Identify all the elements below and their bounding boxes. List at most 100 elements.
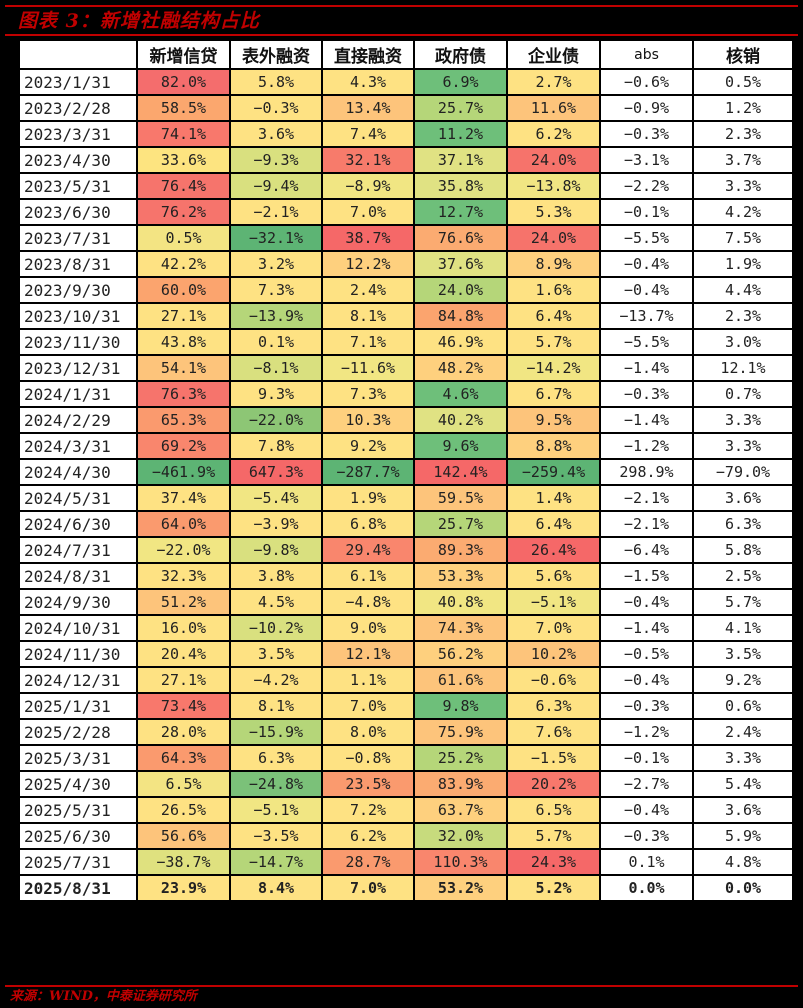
value-cell: 25.2% bbox=[413, 744, 508, 772]
row-date: 2024/7/31 bbox=[18, 536, 138, 564]
table-row: 2024/7/31 −22.0% −9.8% 29.4% 89.3% 26.4% −6.4%… bbox=[18, 536, 794, 564]
value-cell: −0.3% bbox=[599, 120, 694, 148]
value-cell: 6.9% bbox=[413, 68, 508, 96]
value-cell: −0.3% bbox=[599, 692, 694, 720]
value-cell: 56.2% bbox=[413, 640, 508, 668]
value-cell: 9.3% bbox=[229, 380, 323, 408]
value-cell: −8.1% bbox=[229, 354, 323, 382]
value-cell: 4.8% bbox=[692, 848, 794, 876]
value-cell: 0.5% bbox=[692, 68, 794, 96]
figure-title: 图表 3：新增社融结构占比 bbox=[18, 10, 260, 32]
value-cell: 26.4% bbox=[506, 536, 601, 564]
value-cell: −0.1% bbox=[599, 198, 694, 226]
column-header: 核销 bbox=[692, 39, 794, 70]
value-cell: 3.6% bbox=[692, 484, 794, 512]
value-cell: 7.2% bbox=[321, 796, 415, 824]
value-cell: 4.6% bbox=[413, 380, 508, 408]
table-row: 2023/5/31 76.4% −9.4% −8.9% 35.8% −13.8% −2.2%… bbox=[18, 172, 794, 200]
row-date: 2023/9/30 bbox=[18, 276, 138, 304]
value-cell: 7.6% bbox=[506, 718, 601, 746]
value-cell: 142.4% bbox=[413, 458, 508, 486]
value-cell: 9.2% bbox=[321, 432, 415, 460]
value-cell: 6.1% bbox=[321, 562, 415, 590]
value-cell: −1.2% bbox=[599, 718, 694, 746]
value-cell: 5.7% bbox=[692, 588, 794, 616]
value-cell: 110.3% bbox=[413, 848, 508, 876]
row-date: 2023/8/31 bbox=[18, 250, 138, 278]
row-date: 2025/3/31 bbox=[18, 744, 138, 772]
value-cell: −79.0% bbox=[692, 458, 794, 486]
value-cell: 37.6% bbox=[413, 250, 508, 278]
value-cell: −2.1% bbox=[599, 484, 694, 512]
value-cell: 29.4% bbox=[321, 536, 415, 564]
value-cell: 48.2% bbox=[413, 354, 508, 382]
value-cell: 5.8% bbox=[229, 68, 323, 96]
value-cell: 16.0% bbox=[136, 614, 231, 642]
value-cell: 28.0% bbox=[136, 718, 231, 746]
value-cell: 32.1% bbox=[321, 146, 415, 174]
value-cell: 5.3% bbox=[506, 198, 601, 226]
value-cell: 76.3% bbox=[136, 380, 231, 408]
value-cell: 24.0% bbox=[506, 224, 601, 252]
value-cell: 5.2% bbox=[506, 874, 601, 902]
value-cell: 0.0% bbox=[692, 874, 794, 902]
value-cell: 3.3% bbox=[692, 406, 794, 434]
value-cell: 74.1% bbox=[136, 120, 231, 148]
value-cell: −0.6% bbox=[506, 666, 601, 694]
value-cell: −11.6% bbox=[321, 354, 415, 382]
value-cell: 6.4% bbox=[506, 510, 601, 538]
table-row: 2024/11/30 20.4% 3.5% 12.1% 56.2% 10.2% −0.5% 3… bbox=[18, 640, 794, 668]
value-cell: 3.6% bbox=[229, 120, 323, 148]
value-cell: 8.9% bbox=[506, 250, 601, 278]
value-cell: 9.5% bbox=[506, 406, 601, 434]
value-cell: 5.8% bbox=[692, 536, 794, 564]
value-cell: 76.6% bbox=[413, 224, 508, 252]
column-header: 表外融资 bbox=[229, 39, 323, 70]
value-cell: 32.3% bbox=[136, 562, 231, 590]
value-cell: 9.2% bbox=[692, 666, 794, 694]
value-cell: −13.8% bbox=[506, 172, 601, 200]
row-date: 2025/4/30 bbox=[18, 770, 138, 798]
value-cell: 7.0% bbox=[321, 874, 415, 902]
row-date: 2024/9/30 bbox=[18, 588, 138, 616]
value-cell: 76.4% bbox=[136, 172, 231, 200]
value-cell: −5.1% bbox=[506, 588, 601, 616]
top-rule bbox=[5, 5, 798, 7]
value-cell: 60.0% bbox=[136, 276, 231, 304]
value-cell: 0.5% bbox=[136, 224, 231, 252]
column-header: 新增信贷 bbox=[136, 39, 231, 70]
value-cell: 75.9% bbox=[413, 718, 508, 746]
value-cell: −13.7% bbox=[599, 302, 694, 330]
table-row: 2024/6/30 64.0% −3.9% 6.8% 25.7% 6.4% −2.1% 6.3… bbox=[18, 510, 794, 538]
table-row: 2023/9/30 60.0% 7.3% 2.4% 24.0% 1.6% −0.4% 4.4% bbox=[18, 276, 794, 304]
value-cell: −1.4% bbox=[599, 354, 694, 382]
value-cell: −0.4% bbox=[599, 276, 694, 304]
bottom-rule bbox=[5, 985, 798, 987]
value-cell: −2.1% bbox=[599, 510, 694, 538]
value-cell: 10.2% bbox=[506, 640, 601, 668]
column-header: 直接融资 bbox=[321, 39, 415, 70]
value-cell: −1.5% bbox=[506, 744, 601, 772]
value-cell: −14.7% bbox=[229, 848, 323, 876]
row-date: 2025/7/31 bbox=[18, 848, 138, 876]
table-row: 2024/4/30 −461.9% 647.3% −287.7% 142.4% −259.… bbox=[18, 458, 794, 486]
value-cell: −4.2% bbox=[229, 666, 323, 694]
value-cell: −0.4% bbox=[599, 796, 694, 824]
header-date bbox=[18, 39, 138, 70]
row-date: 2024/12/31 bbox=[18, 666, 138, 694]
column-header: abs bbox=[599, 39, 694, 70]
value-cell: −0.4% bbox=[599, 666, 694, 694]
value-cell: 1.9% bbox=[321, 484, 415, 512]
value-cell: 54.1% bbox=[136, 354, 231, 382]
value-cell: 69.2% bbox=[136, 432, 231, 460]
value-cell: 10.3% bbox=[321, 406, 415, 434]
value-cell: 2.3% bbox=[692, 302, 794, 330]
value-cell: 6.7% bbox=[506, 380, 601, 408]
table-row: 2024/8/31 32.3% 3.8% 6.1% 53.3% 5.6% −1.5% 2.5% bbox=[18, 562, 794, 590]
value-cell: −0.3% bbox=[599, 380, 694, 408]
source-note: 来源：WIND，中泰证券研究所 bbox=[10, 989, 197, 1004]
value-cell: 12.7% bbox=[413, 198, 508, 226]
value-cell: 12.1% bbox=[321, 640, 415, 668]
value-cell: 40.2% bbox=[413, 406, 508, 434]
row-date: 2024/8/31 bbox=[18, 562, 138, 590]
